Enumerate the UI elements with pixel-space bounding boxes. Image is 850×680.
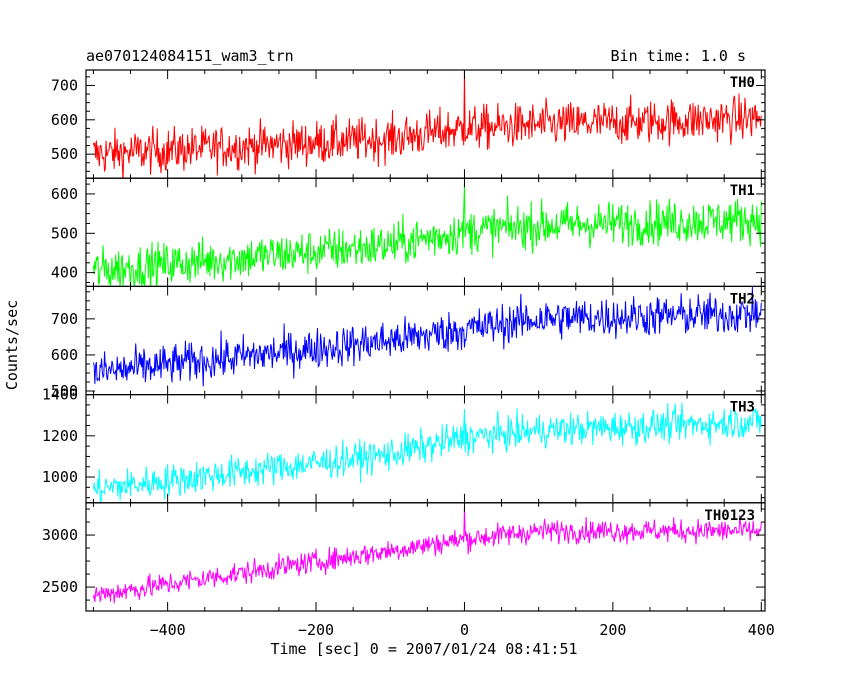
series-line-th0 <box>92 70 762 179</box>
x-tick-label: −200 <box>298 621 334 639</box>
y-axis-label: Counts/sec <box>3 300 21 390</box>
y-tick-label: 3000 <box>42 526 78 544</box>
panel-label-th2: TH2 <box>730 291 755 307</box>
y-tick-label: 1400 <box>42 386 78 404</box>
series-line-th3 <box>92 402 762 503</box>
panel-label-th0123: TH0123 <box>704 508 755 524</box>
y-tick-label: 1000 <box>42 468 78 486</box>
series-line-th1 <box>92 184 762 287</box>
panel-label-th0: TH0 <box>730 75 755 91</box>
y-tick-label: 400 <box>51 264 78 282</box>
chart-title: ae070124084151_wam3_trn <box>86 47 294 65</box>
panel-th0: 500 600 700 TH0 <box>51 69 766 179</box>
panel-th3: 1000 1200 1400 TH3 <box>42 386 766 504</box>
x-tick-label: 0 <box>460 621 469 639</box>
y-tick-label: 1200 <box>42 427 78 445</box>
panel-frame <box>85 502 766 612</box>
panel-th2: 500 600 700 TH2 <box>51 285 766 400</box>
y-tick-label: 700 <box>51 310 78 328</box>
x-tick-label: 200 <box>599 621 626 639</box>
panel-label-th1: TH1 <box>730 183 755 199</box>
y-tick-label: 600 <box>51 346 78 364</box>
series-line-th2 <box>92 287 762 387</box>
y-tick-label: 500 <box>51 224 78 242</box>
y-tick-label: 500 <box>51 382 78 400</box>
x-axis-label: Time [sec] 0 = 2007/01/24 08:41:51 <box>270 640 577 658</box>
panel-th1: 400 500 600 TH1 <box>51 177 766 287</box>
series-line-th0123 <box>92 505 762 604</box>
y-tick-label: 600 <box>51 185 78 203</box>
y-tick-label: 2500 <box>42 578 78 596</box>
x-tick-label: 400 <box>748 621 775 639</box>
y-tick-label: 500 <box>51 145 78 163</box>
y-tick-label: 600 <box>51 111 78 129</box>
y-tick-label: 700 <box>51 76 78 94</box>
panels-group: 500 600 700 TH0 400 500 600 TH1 500 600 700 TH2 1000… <box>42 69 766 612</box>
bin-time-label: Bin time: 1.0 s <box>611 47 746 65</box>
panel-th0123: 2500 3000 TH0123 <box>42 502 766 612</box>
panel-label-th3: TH3 <box>730 400 755 416</box>
x-axis: −400 −200 0 200 400 <box>150 621 775 639</box>
x-tick-label: −400 <box>150 621 186 639</box>
